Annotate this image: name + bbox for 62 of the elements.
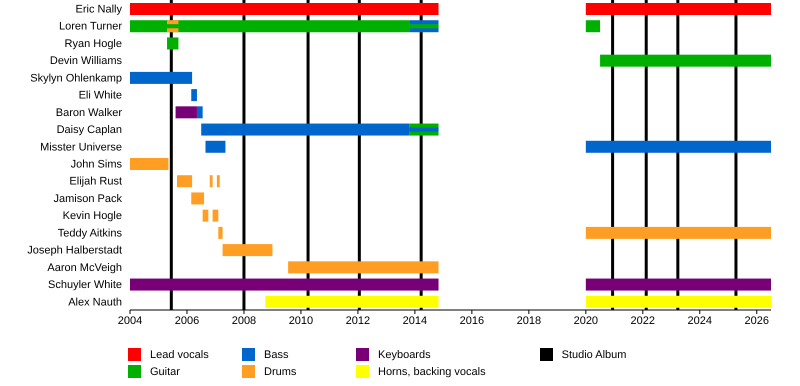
y-tick-label: Skylyn Ohlenkamp xyxy=(30,72,122,84)
bar xyxy=(218,226,223,239)
bar xyxy=(222,244,272,256)
legend-label: Lead vocals xyxy=(150,348,209,360)
y-tick-label: Kevin Hogle xyxy=(62,210,122,222)
bar xyxy=(265,296,439,308)
bar xyxy=(177,175,192,188)
y-tick-label: Teddy Aitkins xyxy=(58,227,122,240)
x-tick-label: 2018 xyxy=(516,314,542,327)
y-tick-label: Eli White xyxy=(78,90,122,102)
y-tick-label: Eric Nally xyxy=(76,4,122,16)
legend-label: Bass xyxy=(264,348,288,360)
bar xyxy=(586,140,771,153)
bar xyxy=(130,3,439,15)
bar xyxy=(586,20,600,32)
bar xyxy=(288,261,439,274)
x-tick-label: 2008 xyxy=(232,314,256,327)
bar xyxy=(600,54,771,67)
bar xyxy=(586,3,771,15)
y-tick-label: Ryan Hogle xyxy=(64,38,122,50)
y-tick-label: Aaron McVeigh xyxy=(47,262,122,274)
bar xyxy=(196,106,203,118)
legend-label: Studio Album xyxy=(562,348,626,360)
y-tick-label: Devin Williams xyxy=(50,55,122,68)
x-tick-label: 2022 xyxy=(630,314,656,327)
x-tick-label: 2010 xyxy=(288,314,314,327)
bar xyxy=(176,106,197,118)
x-tick-label: 2014 xyxy=(402,314,428,327)
y-tick-label: Elijah Rust xyxy=(69,176,122,188)
bar xyxy=(191,192,204,204)
x-tick-label: 2004 xyxy=(118,314,142,327)
x-tick-label: 2024 xyxy=(688,314,712,327)
x-tick-label: 2016 xyxy=(460,314,484,327)
y-tick-label: Joseph Halberstadt xyxy=(27,244,122,257)
bar xyxy=(212,210,218,222)
y-tick-label: Baron Walker xyxy=(56,106,122,119)
y-tick-label: Jamison Pack xyxy=(54,192,122,205)
legend-label: Drums xyxy=(264,366,296,378)
y-tick-label: Schuyler White xyxy=(48,279,122,292)
bar xyxy=(167,37,178,50)
y-tick-label: Daisy Caplan xyxy=(56,124,122,136)
x-tick-label: 2006 xyxy=(174,314,200,327)
x-tick-label: 2026 xyxy=(744,314,769,327)
bar xyxy=(167,24,178,28)
bar xyxy=(130,72,192,84)
bar xyxy=(205,140,226,153)
x-tick-label: 2012 xyxy=(346,314,370,327)
legend-label: Keyboards xyxy=(378,348,431,360)
bar xyxy=(130,158,168,170)
y-tick-label: John Sims xyxy=(70,158,122,171)
bar xyxy=(202,210,208,222)
bar xyxy=(586,226,771,239)
legend-label: Horns, backing vocals xyxy=(378,366,486,378)
x-tick-label: 2020 xyxy=(574,314,598,327)
y-tick-label: Alex Nauth xyxy=(68,296,122,308)
y-tick-label: Loren Turner xyxy=(59,20,122,33)
bar xyxy=(586,296,771,308)
y-tick-label: Misster Universe xyxy=(40,141,122,154)
legend-label: Guitar xyxy=(150,366,180,378)
bar xyxy=(130,278,439,291)
bar xyxy=(586,278,771,291)
bar xyxy=(191,89,197,102)
